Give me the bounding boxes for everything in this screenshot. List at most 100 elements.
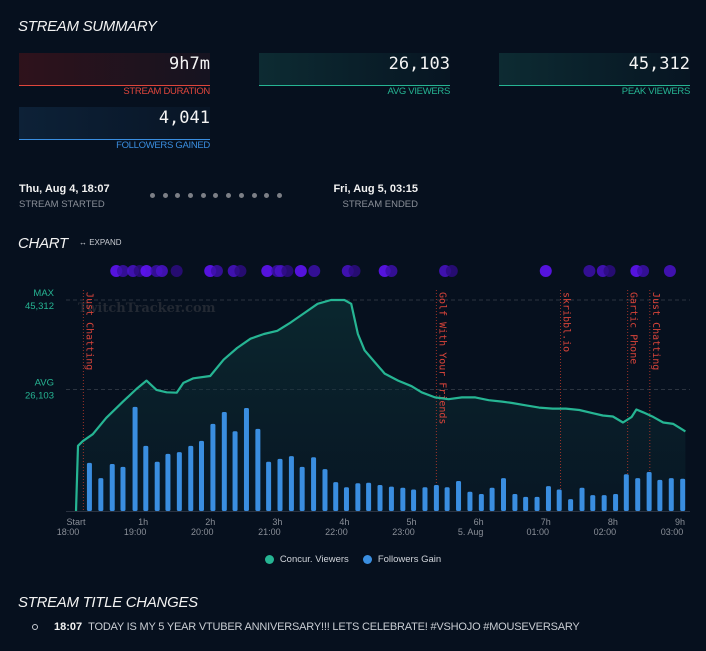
- ref-label: MAX: [33, 288, 54, 299]
- x-tick-label: 8h: [608, 517, 618, 527]
- followers-bar: [232, 431, 238, 511]
- followers-bar: [489, 487, 495, 511]
- timeline-dot: [276, 193, 282, 198]
- followers-bar: [165, 453, 171, 511]
- followers-bar: [221, 411, 227, 511]
- stat-value: 4,041: [158, 108, 210, 128]
- event-dot: [637, 265, 650, 277]
- chart-heading: CHART: [18, 235, 68, 252]
- event-dot: [140, 265, 153, 277]
- followers-bar: [512, 494, 518, 511]
- ref-value-label: 45,312: [25, 301, 54, 312]
- viewers-line: [74, 298, 686, 512]
- followers-bar: [422, 487, 428, 511]
- timeline-dot: [238, 193, 244, 198]
- followers-bar: [613, 494, 619, 511]
- timeline-dot: [175, 193, 181, 198]
- followers-bar: [176, 452, 182, 511]
- ref-value-label: 26,103: [25, 390, 54, 401]
- followers-bar: [545, 486, 551, 511]
- legend-item-followers[interactable]: Followers Gain: [362, 554, 442, 565]
- followers-bar: [388, 486, 394, 511]
- event-dot: [348, 265, 361, 277]
- followers-bar: [277, 458, 283, 511]
- watermark: TwitchTracker.com: [78, 301, 216, 316]
- followers-bar: [657, 479, 663, 511]
- followers-bar: [568, 499, 574, 511]
- bullet-icon: [32, 624, 38, 630]
- followers-bar: [243, 407, 249, 511]
- followers-bar: [288, 456, 294, 511]
- x-tick-sublabel: 19:00: [124, 527, 147, 537]
- followers-bar: [411, 489, 417, 511]
- followers-bar: [680, 478, 686, 511]
- stream-started-time: Thu, Aug 4, 18:07: [19, 183, 110, 195]
- followers-bar: [154, 461, 160, 511]
- x-tick-label: 5h: [407, 517, 417, 527]
- followers-bar: [433, 484, 439, 511]
- followers-bar: [266, 461, 272, 511]
- x-tick-sublabel: 23:00: [392, 527, 415, 537]
- followers-bar: [355, 483, 361, 511]
- timeline-dot: [162, 193, 168, 198]
- stat-avg-viewers: 26,103 AVG VIEWERS: [259, 49, 450, 97]
- game-marker-label: Gartic Phone: [628, 292, 639, 364]
- followers-bar: [343, 487, 349, 511]
- x-tick-sublabel: 20:00: [191, 527, 214, 537]
- event-dot: [583, 265, 596, 277]
- game-marker-label: skribbl.io: [561, 292, 572, 352]
- event-dot: [281, 265, 294, 277]
- legend-label: Followers Gain: [377, 554, 442, 565]
- followers-bar: [444, 487, 450, 511]
- timeline-dots: [150, 193, 282, 198]
- followers-bar: [467, 491, 473, 511]
- timeline-dot: [150, 193, 155, 198]
- stat-value: 9h7m: [169, 54, 210, 74]
- followers-bar: [188, 445, 194, 511]
- x-tick-label: 2h: [205, 517, 215, 527]
- event-dot: [234, 265, 247, 277]
- ref-label: AVG: [35, 377, 54, 388]
- chart-legend: Concur. Viewers Followers Gain: [0, 554, 706, 565]
- expand-button[interactable]: ↔ EXPAND: [79, 238, 122, 247]
- stat-peak-viewers: 45,312 PEAK VIEWERS: [499, 49, 690, 97]
- followers-bar: [322, 469, 328, 511]
- timeline-dot: [251, 193, 257, 198]
- x-tick-label: 9h: [675, 517, 685, 527]
- followers-bar: [255, 428, 261, 511]
- followers-bar: [556, 489, 562, 511]
- game-marker-label: Just Chatting: [83, 292, 94, 370]
- x-tick-label: 6h: [474, 517, 484, 527]
- followers-bar: [366, 482, 372, 511]
- followers-bar: [143, 445, 149, 511]
- stream-started-label: STREAM STARTED: [19, 199, 105, 210]
- event-dot: [663, 265, 676, 277]
- x-tick-label: 1h: [138, 517, 148, 527]
- x-tick-sublabel: 02:00: [594, 527, 617, 537]
- stat-stream-duration: 9h7m STREAM DURATION: [19, 49, 210, 97]
- event-dot: [116, 265, 129, 277]
- followers-bar: [623, 474, 629, 511]
- stream-chart: MAX 45,312 AVG 26,103 TwitchTracker.com Jus…: [25, 265, 690, 537]
- followers-bar: [646, 471, 652, 511]
- followers-bar: [590, 495, 596, 511]
- followers-bar: [98, 478, 104, 511]
- x-tick-label: 3h: [272, 517, 282, 527]
- stat-followers-gained: 4,041 FOLLOWERS GAINED: [19, 103, 210, 151]
- followers-bar: [198, 440, 204, 511]
- stream-ended-label: STREAM ENDED: [342, 199, 418, 210]
- event-dot: [603, 265, 616, 277]
- x-tick-label: Start: [66, 517, 86, 527]
- title-change-time: 18:07: [54, 621, 83, 633]
- followers-bar: [635, 478, 641, 511]
- event-dot: [539, 265, 552, 277]
- followers-bar: [534, 496, 540, 511]
- title-change-text: TODAY IS MY 5 YEAR VTUBER ANNIVERSARY!!!…: [88, 621, 580, 633]
- x-tick-sublabel: 18:00: [57, 527, 80, 537]
- x-tick-label: 7h: [541, 517, 551, 527]
- x-tick-sublabel: 01:00: [527, 527, 550, 537]
- x-tick-sublabel: 03:00: [661, 527, 684, 537]
- event-dot: [308, 265, 321, 277]
- followers-bar: [579, 487, 585, 511]
- legend-item-viewers[interactable]: Concur. Viewers: [264, 554, 349, 565]
